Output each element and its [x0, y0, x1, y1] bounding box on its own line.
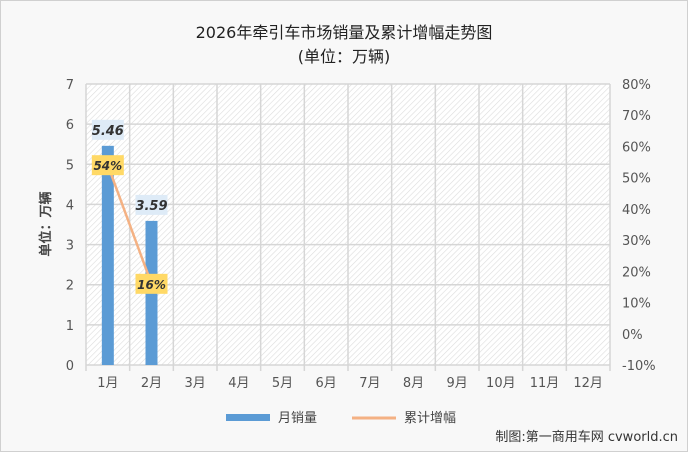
x-tick-label: 2月 [141, 376, 162, 391]
legend-label: 累计增幅 [404, 411, 456, 426]
x-tick-label: 1月 [97, 376, 118, 391]
line-series [106, 164, 153, 285]
y-tick-label: 3 [66, 239, 74, 254]
legend-swatch-bar [226, 414, 270, 421]
y2-tick-label: -10% [622, 359, 656, 374]
line-data-label: 16% [137, 278, 166, 292]
x-tick-label: 5月 [272, 376, 293, 391]
x-tick-label: 7月 [359, 376, 380, 391]
bar [101, 145, 114, 365]
y-tick-label: 5 [66, 158, 74, 173]
x-tick-label: 11月 [530, 376, 560, 391]
x-tick-label: 3月 [185, 376, 206, 391]
chart-title: 2026年牵引车市场销量及累计增幅走势图 [196, 23, 493, 42]
x-tick-label: 9月 [447, 376, 468, 391]
x-tick-label: 10月 [486, 376, 516, 391]
y-tick-label: 4 [66, 198, 74, 213]
y-tick-label: 2 [66, 279, 74, 294]
y2-tick-label: 60% [622, 140, 651, 155]
line-label-bg [91, 155, 124, 176]
bar-label-bg [91, 119, 124, 140]
bar-label-bg [135, 194, 168, 215]
x-tick-label: 6月 [316, 376, 337, 391]
y-tick-label: 1 [66, 319, 74, 334]
y2-tick-label: 80% [622, 78, 651, 93]
y-axis-label: 单位：万辆 [38, 191, 54, 256]
y2-tick-label: 50% [622, 172, 651, 187]
x-tick-label: 4月 [228, 376, 249, 391]
y-tick-label: 0 [66, 359, 74, 374]
y2-tick-label: 0% [622, 328, 643, 343]
x-tick-label: 12月 [573, 376, 603, 391]
y2-tick-label: 40% [622, 203, 651, 218]
y2-tick-label: 70% [622, 109, 651, 124]
y2-tick-label: 20% [622, 265, 651, 280]
line-data-label: 54% [93, 159, 122, 173]
x-tick-label: 8月 [403, 376, 424, 391]
bar-data-label: 5.46 [92, 124, 124, 139]
legend-label: 月销量 [278, 411, 317, 426]
line-label-bg [135, 273, 168, 294]
y-tick-label: 7 [66, 78, 74, 93]
watermark: 制图:第一商用车网 cvworld.cn [495, 429, 678, 445]
bar-data-label: 3.59 [135, 199, 167, 214]
y-tick-label: 6 [66, 118, 74, 133]
y2-tick-label: 10% [622, 297, 651, 312]
y2-tick-label: 30% [622, 234, 651, 249]
chart-subtitle: (单位：万辆) [298, 47, 391, 66]
